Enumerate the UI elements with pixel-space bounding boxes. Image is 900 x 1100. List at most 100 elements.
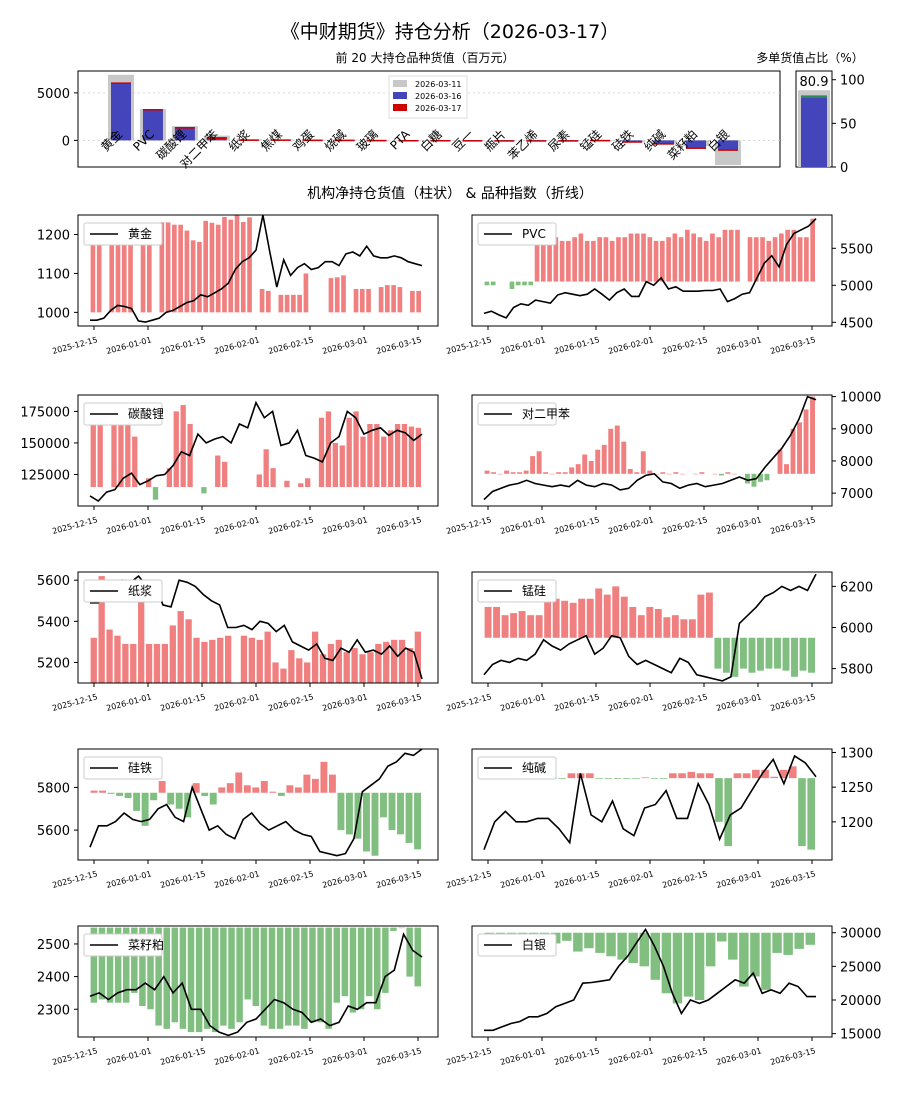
net-position-bar xyxy=(374,927,381,1010)
net-position-bar xyxy=(582,454,588,474)
net-position-bar xyxy=(705,592,713,638)
net-position-bar xyxy=(359,289,365,313)
net-position-bar xyxy=(328,278,334,313)
net-position-bar xyxy=(222,216,227,313)
net-position-bar xyxy=(739,637,747,669)
bar-2026-03-17-对二甲苯 xyxy=(206,137,227,140)
net-position-bar xyxy=(613,778,622,779)
net-position-bar xyxy=(343,652,350,683)
net-position-bar xyxy=(798,778,806,847)
net-position-bar xyxy=(569,602,577,638)
net-position-bar xyxy=(685,229,690,282)
net-position-bar xyxy=(345,792,353,835)
net-position-bar xyxy=(687,771,696,779)
net-position-bar xyxy=(694,932,705,1000)
net-position-bar xyxy=(586,598,594,638)
net-position-bar xyxy=(751,473,757,487)
net-position-bar xyxy=(523,470,529,474)
net-position-bar xyxy=(256,639,263,683)
net-position-bar xyxy=(171,927,179,1023)
ratio-value-label: 80.9 xyxy=(800,75,829,90)
net-position-bar xyxy=(277,792,285,796)
net-position-bar xyxy=(222,461,228,488)
net-position-bar xyxy=(509,281,515,289)
panel-frame xyxy=(77,394,439,507)
net-position-bar xyxy=(167,792,175,805)
net-position-bar xyxy=(493,606,501,638)
net-position-bar xyxy=(659,778,668,779)
bar-2026-03-17-焦煤 xyxy=(270,139,291,141)
net-position-bar xyxy=(152,487,159,500)
net-position-bar xyxy=(782,637,790,671)
net-position-bar xyxy=(497,473,503,475)
legend-label: 2026-03-16 xyxy=(415,92,462,101)
net-position-bar xyxy=(337,792,345,831)
net-position-bar xyxy=(810,218,815,282)
net-position-bar xyxy=(797,237,803,282)
net-position-bar xyxy=(121,232,127,313)
x-tick-label: 2026-03-15 xyxy=(769,692,816,713)
net-position-bar xyxy=(401,424,408,488)
panel-黄金: 1000 1100 1200 2025-12-15 2026-01-01 2026-01-… xyxy=(37,214,439,356)
index-line xyxy=(484,927,816,1032)
net-position-bar xyxy=(661,932,672,994)
net-position-bar xyxy=(639,932,649,967)
net-position-bar xyxy=(166,468,172,488)
net-position-bar xyxy=(559,240,565,282)
net-position-bar xyxy=(201,792,209,796)
legend-label: 2026-03-11 xyxy=(415,80,462,89)
x-tick-label: 2026-02-15 xyxy=(661,515,708,536)
bar-2026-03-17-烧碱 xyxy=(334,139,355,142)
bar-2026-03-17-鸡蛋 xyxy=(302,139,323,142)
bar-2026-03-17-碳酸锂 xyxy=(174,127,195,129)
net-position-bar xyxy=(177,611,184,683)
net-position-bar xyxy=(647,237,653,282)
net-position-bar xyxy=(235,772,243,793)
net-position-bar xyxy=(124,792,132,799)
category-label: 白糖 xyxy=(417,127,445,155)
net-position-bar xyxy=(209,639,216,683)
net-position-bar xyxy=(791,229,797,282)
legend-label: 菜籽粕 xyxy=(128,937,164,952)
net-position-bar xyxy=(334,277,340,313)
net-position-bar xyxy=(90,637,97,683)
net-position-bar xyxy=(410,290,415,313)
net-position-bar xyxy=(634,472,640,474)
net-position-bar xyxy=(201,487,207,494)
net-position-bar xyxy=(363,792,370,852)
bar-2026-03-17-PVC xyxy=(142,109,163,111)
legend-label: 对二甲苯 xyxy=(522,407,570,421)
net-position-bar xyxy=(616,237,621,282)
panel-白银: 15000 20000 25000 30000 2025-12-15 2026-01-01… xyxy=(445,925,881,1067)
legend-swatch xyxy=(393,80,407,87)
legend-box xyxy=(83,402,163,426)
x-tick-label: 2026-01-01 xyxy=(105,1046,152,1067)
index-line xyxy=(483,573,817,682)
net-position-bar xyxy=(382,927,389,993)
panel-frame xyxy=(77,571,439,684)
panel-frame xyxy=(471,925,833,1038)
net-position-bar xyxy=(97,411,103,488)
y-tick-label: 5200 xyxy=(37,656,70,671)
net-position-bar xyxy=(614,425,620,474)
legend-label: 锰硅 xyxy=(522,583,546,598)
x-tick-label: 2026-03-15 xyxy=(375,869,422,890)
net-position-bar xyxy=(132,436,138,488)
net-position-bar xyxy=(284,294,290,313)
index-line xyxy=(89,748,423,857)
net-position-bar xyxy=(691,233,696,282)
net-position-bar xyxy=(291,294,296,313)
net-position-bar xyxy=(408,426,415,488)
net-position-bar xyxy=(534,240,540,282)
net-position-bar xyxy=(672,932,683,1004)
y-tick-label: 5400 xyxy=(37,615,70,630)
net-position-bar xyxy=(294,787,302,793)
net-position-bar xyxy=(666,237,671,282)
net-position-bar xyxy=(678,773,686,779)
net-position-bar xyxy=(224,635,232,683)
x-tick-label: 2026-02-01 xyxy=(213,515,260,536)
net-position-bar xyxy=(236,927,243,1023)
x-tick-label: 2026-01-01 xyxy=(105,869,152,890)
net-position-bar xyxy=(178,224,183,313)
index-line xyxy=(90,214,423,323)
